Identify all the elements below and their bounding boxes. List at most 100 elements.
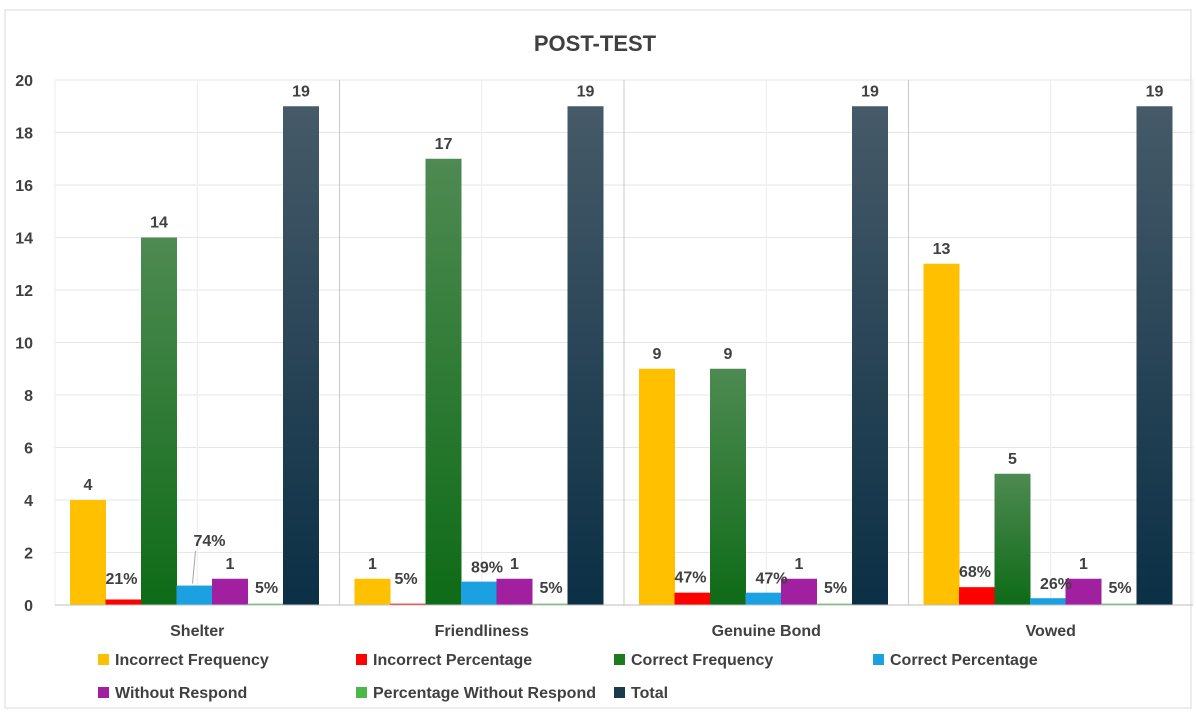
bars <box>70 106 1173 605</box>
bar-percentage-without-respond-vowed <box>1101 603 1137 605</box>
bar-incorrect-frequency-friendliness <box>354 578 391 605</box>
bar-without-respond-genuine-bond <box>781 578 817 605</box>
bar-correct-frequency-vowed <box>994 473 1031 605</box>
data-label-correct-percentage-shelter: 74% <box>193 533 225 550</box>
legend: Incorrect Frequency Incorrect Percentage C… <box>98 652 1038 702</box>
legend-label: Without Respond <box>115 685 247 702</box>
data-label-correct-frequency-genuine-bond: 9 <box>724 346 733 363</box>
bar-without-respond-shelter <box>212 578 248 605</box>
legend-item-total: Total <box>614 685 668 702</box>
bar-correct-frequency-shelter <box>141 237 177 605</box>
y-tick-label: 12 <box>15 283 33 300</box>
chart-title: POST-TEST <box>534 31 657 56</box>
bar-incorrect-percentage-vowed <box>959 587 995 605</box>
data-label-without-respond-shelter: 1 <box>226 556 235 573</box>
legend-swatch <box>356 687 367 698</box>
data-label-incorrect-frequency-genuine-bond: 9 <box>653 346 662 363</box>
data-label-incorrect-percentage-friendliness: 5% <box>394 571 417 588</box>
legend-swatch <box>356 654 367 665</box>
data-label-total-shelter: 19 <box>292 83 310 100</box>
legend-swatch <box>98 687 109 698</box>
x-category-label-genuine-bond: Genuine Bond <box>712 623 821 640</box>
y-tick-label: 0 <box>24 598 33 615</box>
data-label-incorrect-frequency-vowed: 13 <box>933 241 951 258</box>
legend-swatch <box>614 687 625 698</box>
bar-incorrect-frequency-genuine-bond <box>639 368 675 605</box>
bar-incorrect-frequency-vowed <box>923 263 960 605</box>
data-label-without-respond-friendliness: 1 <box>510 556 519 573</box>
legend-label: Total <box>631 685 668 702</box>
bar-correct-percentage-shelter <box>176 585 213 605</box>
data-label-correct-frequency-friendliness: 17 <box>435 136 453 153</box>
data-label-total-genuine-bond: 19 <box>861 83 879 100</box>
data-label-incorrect-percentage-vowed: 68% <box>959 564 991 581</box>
legend-label: Correct Percentage <box>890 652 1038 669</box>
data-label-correct-percentage-friendliness: 89% <box>471 560 503 577</box>
legend-label: Incorrect Percentage <box>373 652 532 669</box>
bar-correct-frequency-friendliness <box>425 158 462 605</box>
data-label-incorrect-frequency-shelter: 4 <box>84 477 93 494</box>
bar-correct-percentage-genuine-bond <box>745 592 782 605</box>
data-label-without-respond-vowed: 1 <box>1079 556 1088 573</box>
legend-label: Incorrect Frequency <box>115 652 269 669</box>
bar-total-shelter <box>283 106 319 605</box>
bar-incorrect-percentage-genuine-bond <box>674 592 711 605</box>
leader-line <box>192 550 196 584</box>
bar-total-vowed <box>1136 106 1173 605</box>
bar-percentage-without-respond-shelter <box>247 603 284 605</box>
bar-total-genuine-bond <box>852 106 888 605</box>
legend-item-incorrect-percentage: Incorrect Percentage <box>356 652 532 669</box>
y-tick-label: 16 <box>15 178 33 195</box>
data-label-incorrect-percentage-genuine-bond: 47% <box>674 570 706 587</box>
legend-label: Correct Frequency <box>631 652 773 669</box>
data-label-correct-percentage-genuine-bond: 47% <box>755 571 787 588</box>
legend-label: Percentage Without Respond <box>373 685 596 702</box>
data-label-percentage-without-respond-shelter: 5% <box>255 580 278 597</box>
legend-item-percentage-without-respond: Percentage Without Respond <box>356 685 596 702</box>
y-tick-label: 20 <box>15 73 33 90</box>
bar-correct-percentage-vowed <box>1030 598 1066 605</box>
legend-swatch <box>98 654 109 665</box>
bar-percentage-without-respond-friendliness <box>532 603 568 605</box>
data-label-total-friendliness: 19 <box>577 83 595 100</box>
bar-total-friendliness <box>567 106 604 605</box>
y-tick-label: 4 <box>24 493 33 510</box>
data-label-incorrect-frequency-friendliness: 1 <box>368 556 377 573</box>
data-label-percentage-without-respond-vowed: 5% <box>1108 580 1131 597</box>
bar-percentage-without-respond-genuine-bond <box>816 603 853 605</box>
bar-without-respond-friendliness <box>496 578 533 605</box>
bar-incorrect-percentage-shelter <box>105 599 142 605</box>
data-label-incorrect-percentage-shelter: 21% <box>105 571 137 588</box>
y-tick-label: 10 <box>15 336 33 353</box>
bar-without-respond-vowed <box>1065 578 1102 605</box>
bar-correct-percentage-friendliness <box>461 581 497 605</box>
y-tick-label: 6 <box>24 441 33 458</box>
legend-swatch <box>873 654 884 665</box>
y-tick-label: 14 <box>15 231 33 248</box>
legend-swatch <box>614 654 625 665</box>
legend-item-correct-percentage: Correct Percentage <box>873 652 1038 669</box>
legend-item-incorrect-frequency: Incorrect Frequency <box>98 652 269 669</box>
data-label-total-vowed: 19 <box>1146 83 1164 100</box>
x-category-label-vowed: Vowed <box>1026 623 1076 640</box>
x-category-label-friendliness: Friendliness <box>435 623 529 640</box>
y-tick-label: 2 <box>24 546 33 563</box>
bar-correct-frequency-genuine-bond <box>710 368 746 605</box>
legend-item-without-respond: Without Respond <box>98 685 247 702</box>
bar-incorrect-percentage-friendliness <box>390 603 426 605</box>
legend-item-correct-frequency: Correct Frequency <box>614 652 773 669</box>
y-tick-label: 18 <box>15 126 33 143</box>
data-label-without-respond-genuine-bond: 1 <box>795 556 804 573</box>
bar-incorrect-frequency-shelter <box>70 500 106 605</box>
data-label-correct-percentage-vowed: 26% <box>1040 576 1072 593</box>
data-label-percentage-without-respond-friendliness: 5% <box>539 580 562 597</box>
x-category-label-shelter: Shelter <box>170 623 224 640</box>
data-label-correct-frequency-vowed: 5 <box>1008 451 1017 468</box>
y-tick-label: 8 <box>24 388 33 405</box>
data-label-percentage-without-respond-genuine-bond: 5% <box>824 580 847 597</box>
data-label-correct-frequency-shelter: 14 <box>150 215 168 232</box>
